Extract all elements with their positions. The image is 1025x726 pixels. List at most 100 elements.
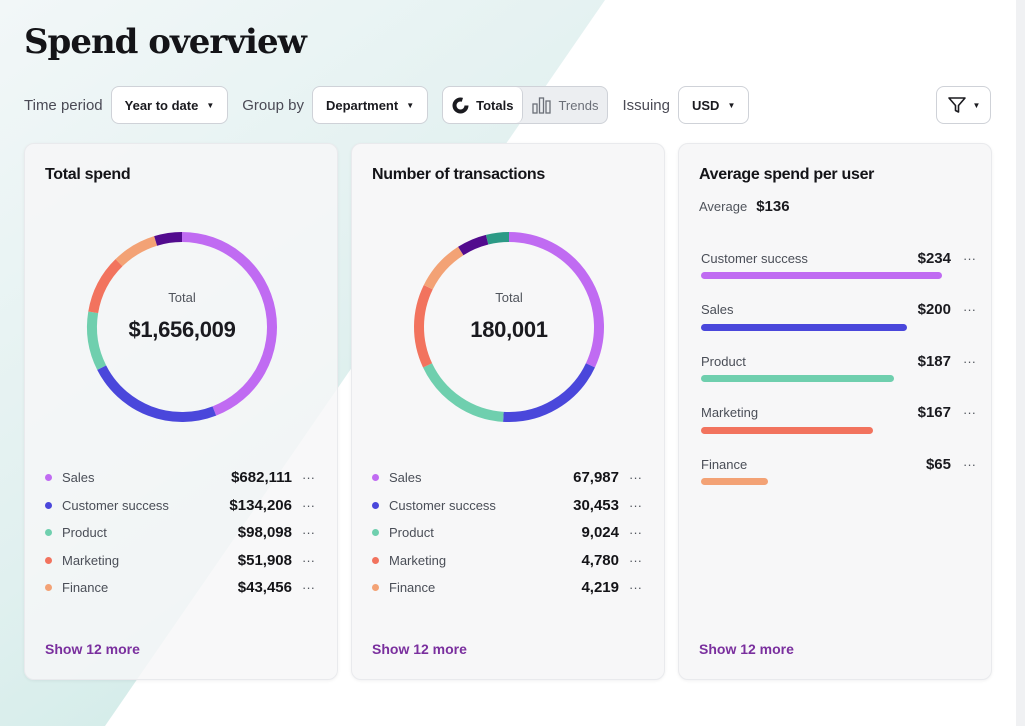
- bar-track: [701, 478, 942, 485]
- legend-value: 4,219: [581, 579, 619, 597]
- legend-value: 30,453: [573, 496, 619, 514]
- average-spend-bar-list: Customer success $234 ··· Sales $200 ···: [701, 248, 976, 506]
- legend-name: Marketing: [62, 552, 120, 568]
- bar-row-customer-success: Customer success $234 ···: [701, 248, 976, 300]
- bar-name: Customer success: [701, 250, 808, 266]
- bar-row-finance: Finance $65 ···: [701, 454, 976, 506]
- legend-dot: [372, 501, 379, 509]
- donut-slice-finance[interactable]: [423, 246, 464, 290]
- more-options-icon[interactable]: ···: [963, 456, 976, 472]
- more-options-icon[interactable]: ···: [629, 525, 642, 541]
- more-options-icon[interactable]: ···: [302, 580, 315, 596]
- more-options-icon[interactable]: ···: [629, 470, 642, 486]
- legend-item-finance: Finance 4,219 ···: [372, 574, 642, 602]
- group-by-dropdown[interactable]: Department ▼: [311, 86, 429, 124]
- more-options-icon[interactable]: ···: [963, 250, 976, 266]
- bar-value: $187: [917, 352, 951, 370]
- legend-value: $682,111: [231, 469, 292, 487]
- legend-dot: [45, 474, 52, 482]
- donut-slice-sales[interactable]: [181, 232, 277, 416]
- legend-name: Customer success: [62, 497, 169, 513]
- legend-item-product: Product 9,024 ···: [372, 519, 642, 547]
- transactions-donut-chart: [414, 232, 604, 422]
- bar-row-marketing: Marketing $167 ···: [701, 403, 976, 455]
- currency-dropdown[interactable]: USD ▼: [677, 86, 750, 124]
- chevron-down-icon: ▼: [972, 100, 981, 110]
- donut-slice-customer-success[interactable]: [503, 363, 595, 422]
- legend-item-finance: Finance $43,456 ···: [45, 574, 315, 602]
- legend-item-product: Product $98,098 ···: [45, 519, 315, 547]
- donut-slice-customer-success[interactable]: [97, 365, 217, 422]
- more-options-icon[interactable]: ···: [963, 302, 976, 317]
- legend-dot: [372, 556, 379, 564]
- legend-dot: [45, 584, 52, 592]
- donut-slice-other[interactable]: [485, 232, 510, 245]
- legend-name: Product: [62, 525, 107, 541]
- card-title: Average spend per user: [699, 166, 875, 183]
- legend: Sales $682,111 ··· Customer success $134…: [45, 464, 315, 602]
- legend-name: Sales: [389, 470, 422, 486]
- page-title: Spend overview: [24, 22, 307, 62]
- show-more-link[interactable]: Show 12 more: [45, 641, 140, 657]
- time-period-value: Year to date: [124, 97, 199, 113]
- more-options-icon[interactable]: ···: [629, 580, 642, 596]
- totals-toggle-button[interactable]: Totals: [443, 87, 524, 123]
- time-period-label: Time period: [24, 96, 103, 114]
- donut-center-value: $1,656,009: [128, 317, 236, 342]
- group-by-value: Department: [325, 97, 399, 113]
- chevron-down-icon: ▼: [406, 100, 415, 110]
- more-options-icon[interactable]: ···: [302, 525, 315, 541]
- more-options-icon[interactable]: ···: [302, 552, 315, 568]
- bar-name: Finance: [701, 456, 748, 472]
- more-options-icon[interactable]: ···: [629, 497, 642, 513]
- donut-chart-icon: [452, 97, 469, 113]
- more-options-icon[interactable]: ···: [302, 470, 315, 486]
- show-more-link[interactable]: Show 12 more: [699, 641, 794, 657]
- totals-label: Totals: [476, 97, 514, 113]
- bar-name: Sales: [701, 302, 734, 317]
- more-options-icon[interactable]: ···: [302, 497, 315, 513]
- bar-track: [701, 323, 942, 331]
- more-options-icon[interactable]: ···: [963, 353, 976, 369]
- more-options-icon[interactable]: ···: [963, 405, 976, 420]
- legend-dot: [45, 556, 52, 564]
- donut-slice-product[interactable]: [423, 363, 504, 422]
- average-summary: Average $136: [699, 198, 790, 215]
- average-spend-card: Average spend per user Average $136 Cust…: [678, 143, 992, 680]
- donut-slice-marketing[interactable]: [88, 259, 123, 314]
- donut-slice-finance[interactable]: [115, 236, 158, 267]
- legend-dot: [372, 474, 379, 482]
- total-spend-donut-chart: [87, 232, 277, 422]
- show-more-link[interactable]: Show 12 more: [372, 641, 467, 657]
- bar-fill: [701, 272, 942, 279]
- donut-slice-marketing[interactable]: [414, 284, 433, 368]
- donut-slice-other[interactable]: [458, 234, 489, 256]
- legend-item-customer-success: Customer success $134,206 ···: [45, 492, 315, 520]
- bar-fill: [701, 478, 768, 485]
- bar-row-product: Product $187 ···: [701, 351, 976, 403]
- donut-slice-other[interactable]: [154, 232, 183, 246]
- legend-dot: [372, 584, 379, 592]
- donut-slice-sales[interactable]: [508, 232, 604, 368]
- donut-center-label: Total: [168, 290, 196, 305]
- bar-track: [701, 272, 942, 279]
- more-options-icon[interactable]: ···: [629, 552, 642, 568]
- card-title: Number of transactions: [372, 166, 545, 183]
- chevron-down-icon: ▼: [206, 100, 215, 110]
- bar-value: $200: [917, 301, 951, 318]
- legend-item-marketing: Marketing $51,908 ···: [45, 547, 315, 575]
- legend-item-customer-success: Customer success 30,453 ···: [372, 492, 642, 520]
- donut-slice-product[interactable]: [87, 311, 107, 370]
- card-title: Total spend: [45, 166, 131, 183]
- time-period-dropdown[interactable]: Year to date ▼: [110, 86, 229, 124]
- legend-value: $98,098: [237, 524, 292, 542]
- legend-dot: [45, 501, 52, 509]
- filter-button[interactable]: ▼: [936, 86, 991, 124]
- chevron-down-icon: ▼: [727, 100, 736, 110]
- bar-fill: [701, 426, 873, 434]
- bar-row-sales: Sales $200 ···: [701, 300, 976, 352]
- donut-center: Total 180,001: [409, 290, 609, 343]
- trends-label: Trends: [558, 97, 599, 113]
- trends-toggle-button[interactable]: Trends: [523, 87, 607, 123]
